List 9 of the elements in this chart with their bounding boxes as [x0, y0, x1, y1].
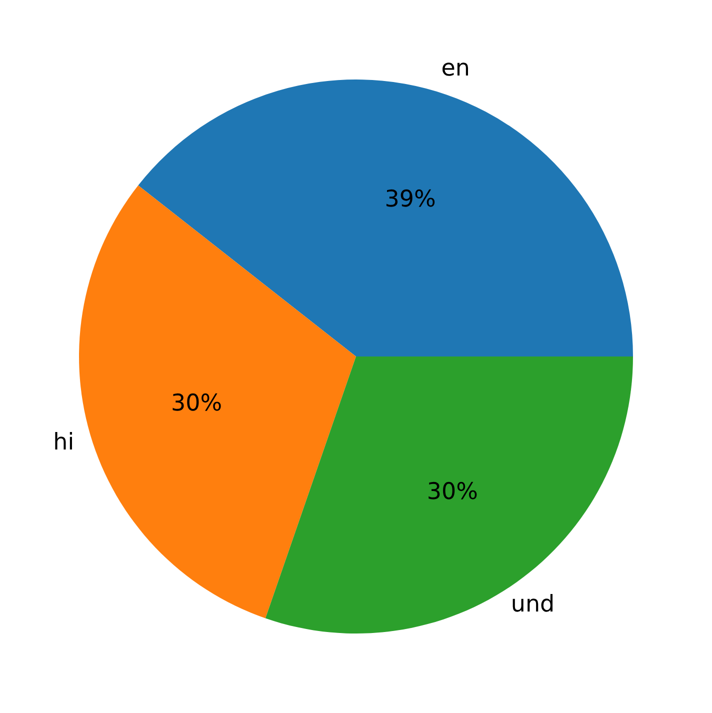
slice-label: und — [510, 592, 555, 618]
pie-slice — [265, 356, 633, 634]
data-label: 30% — [170, 390, 222, 416]
pie-slice — [79, 185, 356, 618]
slice-label: en — [441, 56, 470, 82]
data-label: 30% — [426, 478, 478, 505]
slice-label: hi — [53, 429, 74, 456]
pie-slice — [138, 80, 633, 356]
data-label: 39% — [384, 186, 436, 212]
